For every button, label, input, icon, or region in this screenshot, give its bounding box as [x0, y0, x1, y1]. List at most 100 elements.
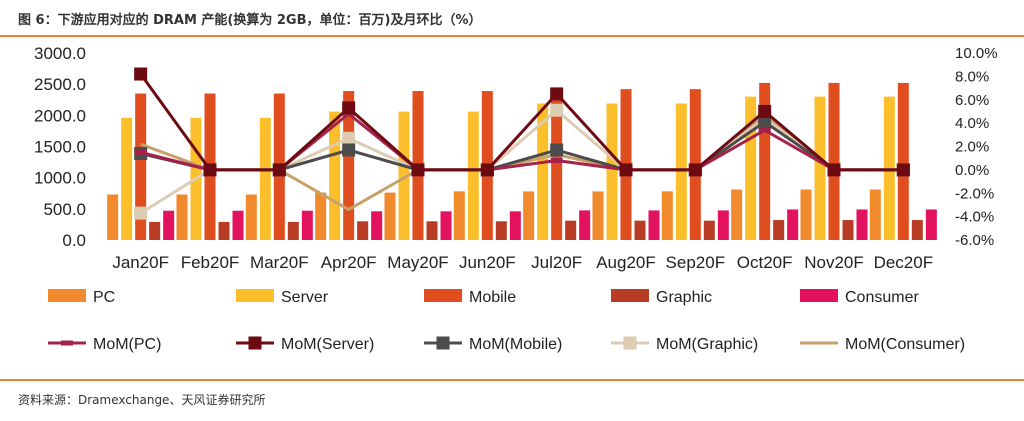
bar-graphic — [357, 221, 369, 240]
bar-server — [814, 96, 826, 240]
marker-mom-mobile — [342, 143, 356, 157]
bar-pc — [384, 192, 396, 240]
lines — [134, 67, 910, 220]
marker-mom-server — [342, 101, 356, 115]
x-tick-label: Jan20F — [112, 253, 169, 272]
legend: PC Server Mobile Graphic Consumer MoM(PC) MoM(… — [48, 289, 965, 353]
legend-swatch-mobile — [424, 289, 462, 302]
marker-mom-graphic — [550, 103, 564, 117]
marker-mom-server — [619, 163, 633, 177]
bar-consumer — [163, 210, 175, 240]
y-left-tick-label: 0.0 — [62, 231, 86, 250]
bar-pc — [592, 191, 604, 240]
marker-mom-pc — [758, 127, 771, 133]
bar-pc — [315, 192, 327, 240]
bar-pc — [800, 189, 812, 240]
marker-mom-server — [411, 163, 425, 177]
bar-graphic — [565, 220, 577, 240]
source-note: 资料来源：Dramexchange、天风证券研究所 — [18, 393, 266, 407]
legend-label: Consumer — [845, 289, 919, 306]
bar-mobile — [135, 93, 147, 241]
bar-server — [537, 103, 549, 241]
legend-swatch-pc — [48, 289, 86, 302]
marker-mom-pc — [550, 158, 563, 164]
chart-canvas: 0.0 500.0 1000.0 1500.0 2000.0 2500.0 3000.0 -6… — [34, 44, 998, 353]
bar-graphic — [634, 220, 646, 240]
legend-label: MoM(Graphic) — [656, 336, 758, 353]
bar-consumer — [440, 211, 452, 240]
x-tick-label: Jul20F — [531, 253, 582, 272]
y-left-tick-label: 1000.0 — [34, 169, 86, 188]
legend-label: Mobile — [469, 289, 516, 306]
y-left-tick-label: 1500.0 — [34, 138, 86, 157]
bar-server — [398, 111, 410, 241]
y-right-tick-label: 2.0% — [955, 139, 989, 156]
legend-label: MoM(Server) — [281, 336, 374, 353]
bar-consumer — [232, 210, 244, 240]
bar-server — [329, 111, 341, 241]
bar-pc — [453, 191, 465, 240]
bar-graphic — [149, 221, 161, 240]
bar-mobile — [897, 82, 909, 240]
x-tick-label: Apr20F — [321, 253, 377, 272]
bar-graphic — [773, 220, 785, 240]
y-right-tick-label: 6.0% — [955, 92, 989, 109]
bar-server — [745, 96, 757, 240]
bar-consumer — [579, 210, 591, 240]
bar-graphic — [495, 221, 507, 240]
y-left-tick-label: 2500.0 — [34, 75, 86, 94]
bar-graphic — [703, 220, 715, 240]
x-tick-label: Mar20F — [250, 253, 309, 272]
x-tick-label: Nov20F — [804, 253, 864, 272]
bar-consumer — [787, 209, 799, 240]
bar-consumer — [717, 210, 729, 240]
marker-mom-server — [688, 163, 702, 177]
legend-label: MoM(Consumer) — [845, 336, 965, 353]
marker-mom-server — [827, 163, 841, 177]
marker-mom-server — [272, 163, 286, 177]
bar-server — [606, 103, 618, 241]
y-right-tick-label: -6.0% — [955, 232, 994, 249]
bar-pc — [107, 194, 119, 240]
marker-mom-server — [134, 67, 148, 81]
x-tick-label: Dec20F — [874, 253, 934, 272]
x-tick-label: Oct20F — [737, 253, 793, 272]
legend-swatch-graphic — [611, 289, 649, 302]
legend-label: MoM(PC) — [93, 336, 161, 353]
y-right-tick-label: 4.0% — [955, 115, 989, 132]
bar-graphic — [218, 221, 230, 240]
bar-graphic — [842, 220, 854, 240]
bar-pc — [869, 189, 881, 240]
y-right-tick-label: 0.0% — [955, 162, 989, 179]
marker-mom-server — [758, 104, 772, 118]
legend-label: Server — [281, 289, 329, 306]
marker-mom-server — [896, 163, 910, 177]
bar-consumer — [371, 211, 383, 240]
legend-marker-mom-pc — [61, 340, 73, 346]
bar-server — [259, 117, 271, 240]
x-tick-label: Aug20F — [596, 253, 656, 272]
bar-pc — [731, 189, 743, 240]
bar-server — [121, 117, 133, 240]
legend-label: Graphic — [656, 289, 712, 306]
marker-mom-graphic — [134, 206, 148, 220]
y-left-tick-label: 2000.0 — [34, 106, 86, 125]
legend-swatch-consumer — [800, 289, 838, 302]
marker-mom-graphic — [342, 131, 356, 145]
bar-server — [675, 103, 687, 241]
marker-mom-server — [550, 87, 564, 101]
y-right-tick-label: 8.0% — [955, 68, 989, 85]
bar-consumer — [509, 211, 521, 240]
bar-graphic — [426, 221, 438, 240]
bar-server — [467, 111, 479, 241]
y-right-tick-label: 10.0% — [955, 45, 998, 62]
bar-consumer — [301, 210, 313, 240]
line-mom-server — [139, 73, 904, 172]
legend-marker-mom-graphic — [623, 336, 637, 350]
legend-label: MoM(Mobile) — [469, 336, 562, 353]
x-tick-label: May20F — [387, 253, 448, 272]
legend-swatch-server — [236, 289, 274, 302]
legend-label: PC — [93, 289, 115, 306]
bar-mobile — [828, 82, 840, 240]
bar-consumer — [648, 210, 660, 240]
